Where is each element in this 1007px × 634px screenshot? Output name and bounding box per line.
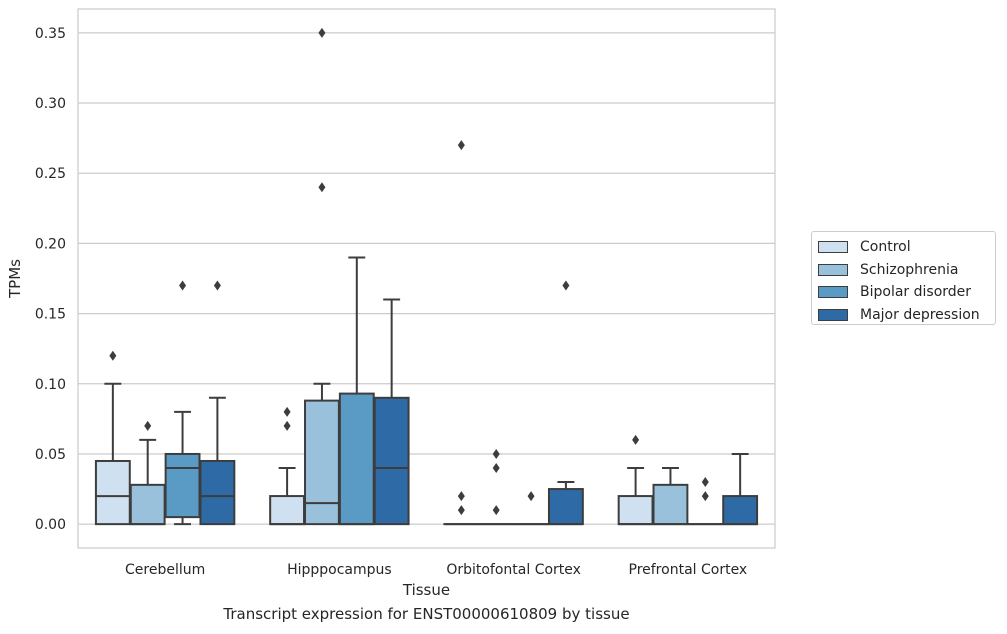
outlier-point — [527, 491, 535, 502]
x-tick-label: Hipppocampus — [287, 562, 392, 578]
legend-item: Schizophrenia — [818, 259, 995, 282]
box-body — [617, 495, 654, 526]
outlier-point — [701, 477, 709, 488]
x-tick-label: Prefrontal Cortex — [629, 562, 748, 578]
outlier-point — [213, 280, 221, 291]
box-body — [164, 452, 201, 519]
y-tick-label: 0.30 — [35, 96, 66, 112]
box — [478, 448, 515, 526]
legend-item: Major depression — [818, 304, 995, 327]
outlier-point — [457, 505, 465, 516]
box — [94, 350, 131, 526]
outlier-point — [109, 350, 117, 361]
series-bipolar-disorder — [164, 256, 724, 526]
outlier-point — [492, 505, 500, 516]
legend-swatch — [818, 286, 848, 299]
y-tick-labels: 0.00 0.05 0.10 0.15 0.20 0.25 0.30 0.35 — [35, 26, 66, 533]
outlier-point — [318, 27, 326, 38]
box-body — [304, 399, 340, 526]
box — [722, 452, 759, 526]
legend-item: Bipolar disorder — [818, 281, 995, 304]
y-tick-label: 0.15 — [35, 307, 66, 323]
y-tick-label: 0.05 — [35, 447, 66, 463]
y-axis-title: TPMs — [6, 259, 24, 299]
series-major-depression — [199, 280, 759, 526]
outlier-point — [283, 420, 291, 431]
legend-label: Control — [860, 239, 911, 256]
legend: Control Schizophrenia Bipolar disorder Majo… — [811, 231, 996, 325]
box-body — [269, 495, 306, 526]
box-body — [199, 459, 236, 526]
y-tick-label: 0.20 — [35, 236, 66, 252]
legend-label: Schizophrenia — [860, 261, 959, 278]
outlier-point — [144, 420, 152, 431]
chart-caption: Transcript expression for ENST0000061080… — [223, 605, 630, 623]
outlier-point — [457, 140, 465, 151]
legend-item: Control — [818, 236, 995, 259]
box — [129, 420, 166, 526]
box — [513, 491, 549, 526]
box-body — [129, 483, 166, 526]
box — [164, 280, 201, 526]
outlier-point — [492, 448, 500, 459]
y-tick-label: 0.00 — [35, 517, 66, 533]
box — [338, 256, 375, 526]
outlier-point — [492, 462, 500, 473]
box-body — [652, 483, 689, 526]
box-body — [547, 488, 584, 526]
outlier-point — [562, 280, 570, 291]
box — [687, 477, 724, 526]
outlier-point — [457, 491, 465, 502]
y-tick-label: 0.10 — [35, 377, 66, 393]
x-tick-label: Cerebellum — [125, 562, 205, 578]
box-series — [94, 27, 759, 526]
series-control — [94, 140, 654, 526]
y-tick-label: 0.25 — [35, 166, 66, 182]
box — [304, 27, 340, 526]
box — [617, 434, 654, 526]
legend-swatch — [818, 263, 848, 276]
box — [547, 280, 584, 526]
box-body — [722, 495, 759, 526]
plot-frame — [77, 8, 776, 549]
box-body — [373, 396, 410, 526]
legend-swatch — [818, 241, 848, 254]
x-axis-title: Tissue — [402, 581, 450, 599]
box — [652, 466, 689, 526]
legend-label: Major depression — [860, 306, 980, 323]
legend-swatch — [818, 308, 848, 321]
outlier-point — [701, 491, 709, 502]
box — [373, 298, 410, 526]
x-tick-labels: Cerebellum Hipppocampus Orbitofontal Corte… — [125, 562, 747, 578]
outlier-point — [632, 434, 640, 445]
box-body — [338, 392, 375, 526]
outlier-point — [179, 280, 187, 291]
box-body — [94, 459, 131, 526]
outlier-point — [283, 406, 291, 417]
x-tick-label: Orbitofontal Cortex — [446, 562, 581, 578]
box — [443, 140, 480, 526]
y-tick-label: 0.35 — [35, 26, 66, 42]
legend-label: Bipolar disorder — [860, 284, 972, 301]
outlier-point — [318, 182, 326, 193]
box — [269, 406, 306, 526]
series-schizophrenia — [129, 27, 689, 526]
box — [199, 280, 236, 526]
